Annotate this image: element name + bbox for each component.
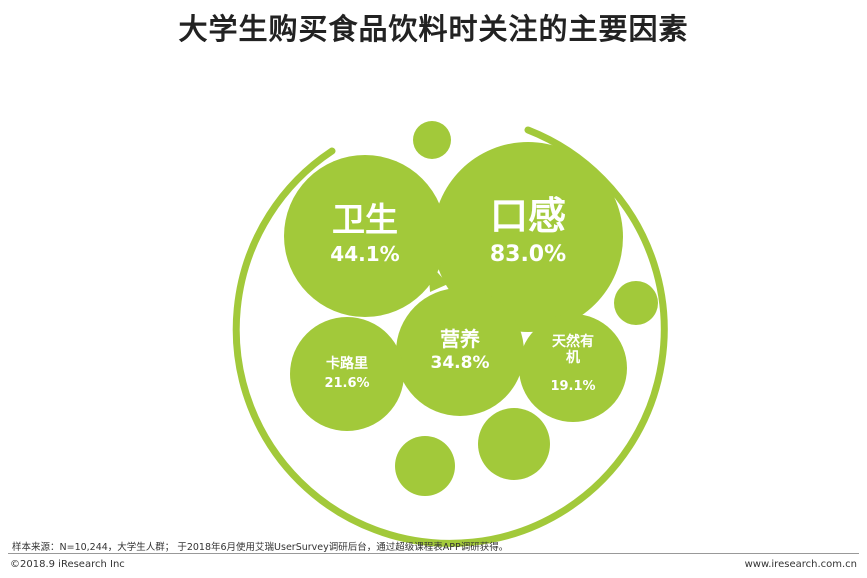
decor-bubble-4 [395,436,455,496]
decor-bubble-2 [614,281,658,325]
bubble-value-5: 19.1% [550,379,595,394]
copyright-text: ©2018.9 iResearch Inc [10,559,125,570]
bubble-label-2: 卫生 [332,200,398,239]
bubble-label-3: 营养 [440,327,480,351]
decor-bubble-1 [413,121,451,159]
bubble-4 [290,317,404,431]
bubble-label-1: 口感 [490,194,566,238]
decor-bubble-3 [478,408,550,480]
bubble-value-1: 83.0% [490,242,566,267]
bubble-1 [433,142,623,332]
bubble-value-4: 21.6% [324,376,369,391]
bubble-label-4: 卡路里 [326,355,368,372]
footer-divider [8,553,859,554]
bubble-label-5: 天然有机 [552,333,594,366]
bubble-value-3: 34.8% [431,353,490,373]
bubble-5 [519,314,627,422]
source-note: 样本来源：N=10,244，大学生人群； 于2018年6月使用艾瑞UserSur… [12,542,509,553]
bubble-value-2: 44.1% [330,242,399,266]
bubble-3 [396,288,524,416]
page-title: 大学生购买食品饮料时关注的主要因素 [178,12,689,46]
website-link[interactable]: www.iresearch.com.cn [744,559,857,570]
outer-ring-arc [232,126,668,547]
bubble-2 [284,155,446,317]
